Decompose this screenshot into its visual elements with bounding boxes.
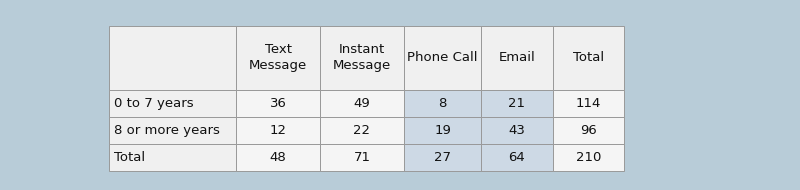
Text: Email: Email (498, 51, 535, 64)
Bar (110, 144, 237, 171)
Bar (404, 117, 482, 144)
Text: 36: 36 (270, 97, 286, 110)
Text: 96: 96 (580, 124, 597, 137)
Bar (320, 26, 404, 90)
Text: 21: 21 (509, 97, 526, 110)
Text: 210: 210 (575, 151, 601, 164)
Bar (110, 26, 237, 90)
Bar (404, 144, 482, 171)
Text: 27: 27 (434, 151, 451, 164)
Text: 71: 71 (354, 151, 370, 164)
Bar (237, 26, 320, 90)
Bar (404, 26, 482, 90)
Text: 64: 64 (509, 151, 526, 164)
Text: 8 or more years: 8 or more years (114, 124, 220, 137)
Text: 19: 19 (434, 124, 451, 137)
Text: 48: 48 (270, 151, 286, 164)
Bar (553, 144, 624, 171)
Text: 114: 114 (575, 97, 601, 110)
Text: Total: Total (114, 151, 146, 164)
Text: Phone Call: Phone Call (407, 51, 478, 64)
Text: 12: 12 (270, 124, 286, 137)
Bar (237, 144, 320, 171)
Text: Text
Message: Text Message (249, 43, 307, 72)
Bar (320, 117, 404, 144)
Bar (404, 90, 482, 117)
Bar (482, 144, 553, 171)
Bar (110, 90, 237, 117)
Bar (482, 90, 553, 117)
Text: 8: 8 (438, 97, 446, 110)
Text: Total: Total (573, 51, 604, 64)
Bar (237, 90, 320, 117)
Text: 0 to 7 years: 0 to 7 years (114, 97, 194, 110)
Text: 22: 22 (354, 124, 370, 137)
Text: Instant
Message: Instant Message (333, 43, 391, 72)
Bar (553, 117, 624, 144)
Bar (320, 144, 404, 171)
Bar (482, 117, 553, 144)
Bar (553, 26, 624, 90)
Bar (110, 117, 237, 144)
Bar (237, 117, 320, 144)
Text: 43: 43 (509, 124, 526, 137)
Bar (553, 90, 624, 117)
Bar (482, 26, 553, 90)
Bar (320, 90, 404, 117)
Text: 49: 49 (354, 97, 370, 110)
